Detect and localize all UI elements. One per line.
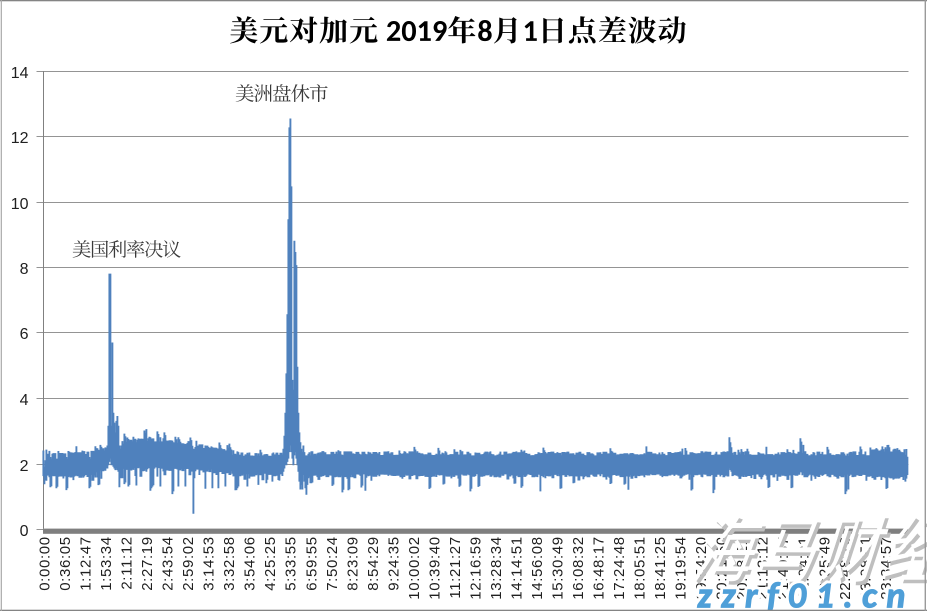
svg-text:6: 6 [20, 326, 29, 343]
svg-text:3:32:58: 3:32:58 [221, 536, 238, 591]
svg-text:1:53:34: 1:53:34 [98, 536, 115, 591]
svg-text:8:54:29: 8:54:29 [365, 536, 382, 591]
svg-text:8: 8 [20, 261, 29, 278]
svg-text:14:14:51: 14:14:51 [509, 536, 526, 600]
svg-text:15:30:49: 15:30:49 [550, 536, 567, 600]
svg-text:18:05:51: 18:05:51 [632, 536, 649, 600]
svg-text:17:24:48: 17:24:48 [611, 536, 628, 600]
svg-text:23:34:57: 23:34:57 [878, 536, 895, 600]
svg-text:2:43:54: 2:43:54 [160, 536, 177, 591]
svg-text:10:00:02: 10:00:02 [406, 536, 423, 600]
svg-text:12:16:59: 12:16:59 [467, 536, 484, 600]
svg-text:3:14:53: 3:14:53 [201, 536, 218, 591]
svg-text:10: 10 [11, 196, 29, 213]
svg-text:0:00:00: 0:00:00 [37, 536, 54, 591]
svg-text:0:36:05: 0:36:05 [57, 536, 74, 591]
svg-text:9:24:35: 9:24:35 [385, 536, 402, 591]
svg-text:6:59:55: 6:59:55 [303, 536, 320, 591]
svg-text:19:19:54: 19:19:54 [673, 536, 690, 600]
svg-text:3:54:06: 3:54:06 [242, 536, 259, 591]
svg-text:14:56:08: 14:56:08 [529, 536, 546, 600]
svg-text:2:59:02: 2:59:02 [180, 536, 197, 591]
svg-text:14: 14 [11, 65, 29, 82]
svg-text:8:23:09: 8:23:09 [344, 536, 361, 591]
svg-text:2:27:19: 2:27:19 [139, 536, 156, 591]
svg-text:11:21:27: 11:21:27 [447, 536, 464, 598]
svg-text:10:39:40: 10:39:40 [426, 536, 443, 600]
svg-text:13:28:34: 13:28:34 [488, 536, 505, 600]
svg-text:1:12:47: 1:12:47 [78, 536, 95, 591]
svg-text:16:08:32: 16:08:32 [570, 536, 587, 600]
svg-text:12: 12 [11, 130, 29, 147]
svg-text:5:33:55: 5:33:55 [283, 536, 300, 591]
svg-text:18:41:25: 18:41:25 [652, 536, 669, 600]
svg-text:7:50:24: 7:50:24 [324, 536, 341, 591]
svg-text:16:48:17: 16:48:17 [591, 536, 608, 600]
svg-text:2:11:12: 2:11:12 [119, 536, 136, 589]
svg-text:2: 2 [20, 458, 29, 475]
svg-text:4: 4 [20, 392, 29, 409]
svg-text:0: 0 [20, 523, 29, 540]
svg-text:4:25:25: 4:25:25 [262, 536, 279, 591]
